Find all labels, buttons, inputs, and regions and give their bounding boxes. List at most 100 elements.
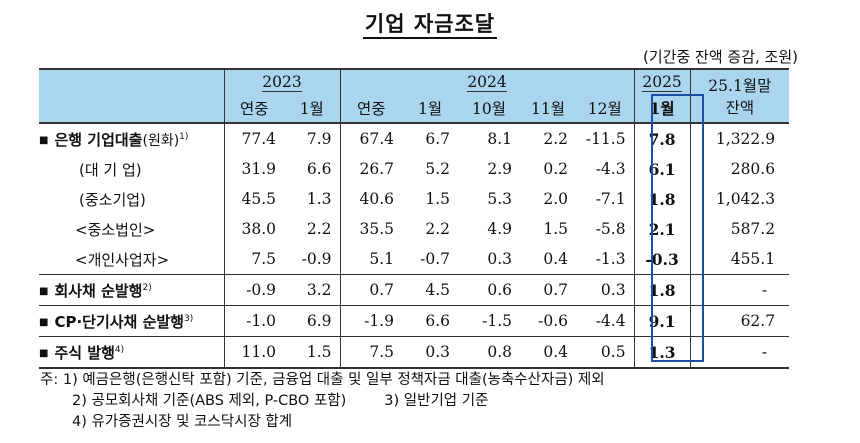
cell: 0.7 xyxy=(520,274,577,306)
cell: 2.2 xyxy=(543,130,569,148)
cell: 2.0 xyxy=(543,190,569,208)
cell: 0.8 xyxy=(458,336,521,368)
unit-note: (기간중 잔액 증감, 조원) xyxy=(643,48,798,66)
cell-2025-jan: 1.8 xyxy=(634,274,691,306)
cell: 77.4 xyxy=(241,130,276,148)
cell: 67.4 xyxy=(359,130,395,148)
cell: 1.3 xyxy=(284,184,341,214)
cell: 3.2 xyxy=(284,274,341,306)
cell-balance: - xyxy=(690,336,790,368)
header-year-2025: 2025 xyxy=(634,69,691,94)
cell: 38.0 xyxy=(241,220,276,238)
cell: 35.5 xyxy=(359,220,395,238)
header-col: 12월 xyxy=(576,94,635,123)
cell-balance: 280.6 xyxy=(730,160,776,178)
footnote-1: 주: 1) 예금은행(은행신탁 포함) 기준, 금융업 대출 및 일부 정책자금… xyxy=(40,372,605,388)
cell: 7.5 xyxy=(340,336,403,368)
row-label: ■ 주식 발행4) xyxy=(39,336,225,368)
cell: 0.3 xyxy=(576,274,635,306)
cell: 2.2 xyxy=(425,220,451,238)
cell: 2.2 xyxy=(284,214,341,244)
cell: -7.1 xyxy=(576,184,635,214)
cell-2025-jan: 6.1 xyxy=(634,154,691,184)
cell-2025-jan: 1.8 xyxy=(634,184,691,214)
cell: 4.9 xyxy=(487,220,513,238)
cell: 6.7 xyxy=(425,130,451,148)
cell-balance: 1,322.9 xyxy=(715,130,776,148)
cell: 26.7 xyxy=(359,160,395,178)
cell: 0.2 xyxy=(543,160,569,178)
cell: 0.5 xyxy=(576,336,635,368)
header-year-2024: 2024 xyxy=(340,69,635,94)
cell: -1.5 xyxy=(458,305,521,337)
header-blank xyxy=(39,69,225,123)
cell: 5.3 xyxy=(487,190,513,208)
funding-table: 2023 2024 2025 25.1월말 잔액 연중 1월 연중 1월 10월… xyxy=(39,68,790,369)
header-col: 1월 xyxy=(634,94,691,123)
cell: 6.6 xyxy=(402,305,459,337)
cell: 7.5 xyxy=(251,250,276,268)
cell-2025-jan: 1.3 xyxy=(634,336,691,368)
cell: 8.1 xyxy=(487,130,513,148)
cell: 1.5 xyxy=(425,190,451,208)
cell: -0.9 xyxy=(284,244,341,275)
cell: 1.5 xyxy=(284,336,341,368)
header-col: 11월 xyxy=(520,94,577,123)
cell: 0.6 xyxy=(458,274,521,306)
cell: 5.2 xyxy=(425,160,451,178)
cell: 2.9 xyxy=(487,160,513,178)
cell: -4.3 xyxy=(576,154,635,184)
cell: 6.6 xyxy=(284,154,341,184)
page-title: 기업 자금조달 xyxy=(0,8,860,39)
cell: 40.6 xyxy=(359,190,395,208)
cell: 31.9 xyxy=(241,160,276,178)
cell: -0.7 xyxy=(420,250,451,268)
row-label: <개인사업자> xyxy=(39,244,225,275)
cell: -11.5 xyxy=(576,123,635,154)
header-year-2023: 2023 xyxy=(224,69,341,94)
cell: 0.7 xyxy=(340,274,403,306)
cell-balance: 455.1 xyxy=(730,250,776,268)
cell-balance: 1,042.3 xyxy=(715,190,776,208)
row-label: ■ 회사채 순발행2) xyxy=(39,274,225,306)
header-col: 10월 xyxy=(458,94,521,123)
cell-balance: 587.2 xyxy=(730,220,776,238)
header-col: 연중 xyxy=(340,94,403,123)
cell: 1.5 xyxy=(543,220,569,238)
cell: -4.4 xyxy=(576,305,635,337)
header-balance: 25.1월말 잔액 xyxy=(690,69,790,123)
footnote-4: 4) 유가증권시장 및 코스닥시장 합계 xyxy=(72,414,293,430)
cell: 6.9 xyxy=(284,305,341,337)
cell: 7.9 xyxy=(284,123,341,154)
cell: 45.5 xyxy=(241,190,276,208)
header-col: 1월 xyxy=(284,94,341,123)
row-label: (중소기업) xyxy=(39,184,225,214)
footnotes: 주: 1) 예금은행(은행신탁 포함) 기준, 금융업 대출 및 일부 정책자금… xyxy=(40,370,605,433)
cell: 0.4 xyxy=(520,336,577,368)
cell-2025-jan: 9.1 xyxy=(634,305,691,337)
row-label: ■ 은행 기업대출(원화)1) xyxy=(39,123,225,154)
cell-2025-jan: -0.3 xyxy=(634,244,691,275)
cell: -1.9 xyxy=(340,305,403,337)
row-label: <중소법인> xyxy=(39,214,225,244)
row-label: (대 기 업) xyxy=(39,154,225,184)
cell: -0.6 xyxy=(520,305,577,337)
cell: 5.1 xyxy=(369,250,395,268)
cell: 11.0 xyxy=(224,336,284,368)
header-col: 1월 xyxy=(402,94,459,123)
header-col: 연중 xyxy=(224,94,284,123)
cell: -1.3 xyxy=(576,244,635,275)
cell: 4.5 xyxy=(402,274,459,306)
cell-balance: - xyxy=(690,274,790,306)
cell: -5.8 xyxy=(576,214,635,244)
cell-2025-jan: 7.8 xyxy=(634,123,691,154)
cell: 0.3 xyxy=(402,336,459,368)
footnote-2-3: 2) 공모회사채 기준(ABS 제외, P-CBO 포함) 3) 일반기업 기준 xyxy=(72,393,489,409)
row-label: ■ CP·단기사채 순발행3) xyxy=(39,305,225,337)
cell: -0.9 xyxy=(224,274,284,306)
cell: 0.3 xyxy=(487,250,513,268)
cell: -1.0 xyxy=(224,305,284,337)
cell: 0.4 xyxy=(543,250,569,268)
cell-balance: 62.7 xyxy=(690,305,790,337)
cell-2025-jan: 2.1 xyxy=(634,214,691,244)
